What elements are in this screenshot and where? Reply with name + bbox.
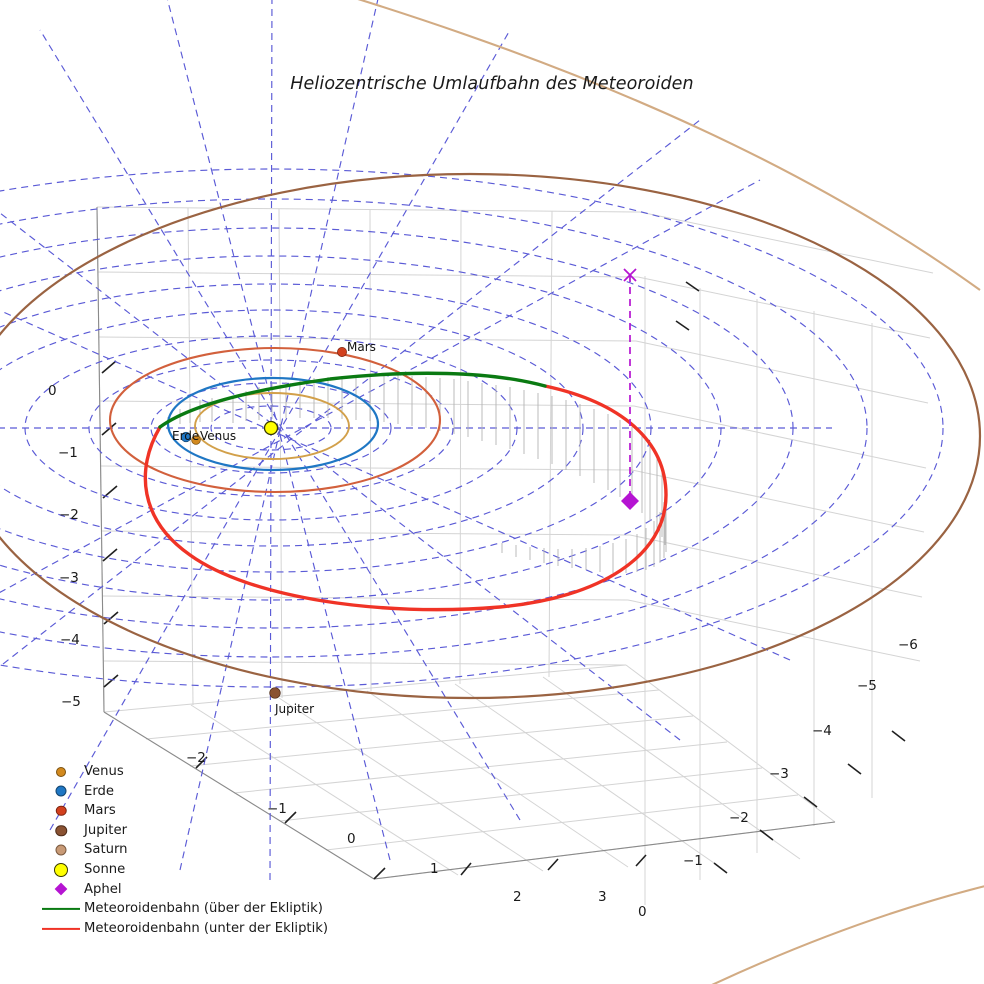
aphel-diamond-icon [38,880,84,900]
venus-dot-icon [38,762,84,782]
z-tick-label: −3 [59,570,79,586]
jupiter-marker [269,687,281,699]
x-tick-label: 2 [513,889,522,905]
legend-label: Jupiter [84,822,127,838]
legend-item-jupiter[interactable]: Jupiter [38,821,368,841]
earth-dot-icon [38,782,84,802]
legend-label: Venus [84,764,124,779]
ecliptic-polar-grid [0,0,944,881]
legend-item-saturn[interactable]: Saturn [38,840,368,860]
venus-orbit [194,392,350,460]
x-tick-label: −2 [186,750,206,766]
legend-item-orbit-below[interactable]: Meteoroidenbahn (unter der Ekliptik) [38,919,368,939]
sun-dot-icon [38,860,84,880]
axis-spines [96,206,836,880]
legend-item-aphel[interactable]: Aphel [38,880,368,900]
red-line-icon [38,919,84,939]
mars-orbit [108,346,442,494]
earth-marker [180,431,192,443]
y-tick-label: −6 [898,637,918,653]
legend-item-orbit-above[interactable]: Meteoroidenbahn (über der Ekliptik) [38,899,368,919]
axis-tick-marks [101,281,906,880]
legend-label: Meteoroidenbahn (unter der Ekliptik) [84,920,329,936]
venus-label: Venus [200,429,237,443]
orbit-stem-lines [159,375,667,573]
green-line-icon [38,899,84,919]
z-tick-label: 0 [48,383,57,399]
saturn-dot-icon [38,840,84,860]
earth-label: Erde [172,429,200,443]
legend-item-venus[interactable]: Venus [38,762,368,782]
earth-orbit [166,376,380,472]
legend-label: Saturn [84,842,128,858]
y-tick-label: −4 [812,723,832,739]
meteoroid-orbit-below [143,384,668,612]
z-tick-label: −5 [61,694,81,710]
venus-marker [191,435,201,445]
z-tick-label: −1 [58,445,78,461]
y-tick-label: −3 [769,766,789,782]
meteoroid-orbit-above [158,371,547,429]
x-tick-label: 0 [347,831,356,847]
z-tick-label: −2 [59,507,79,523]
legend-label: Sonne [84,861,126,877]
mars-marker [337,347,347,357]
x-tick-label: 1 [430,861,439,877]
x-tick-label: 3 [598,889,607,905]
mars-dot-icon [38,801,84,821]
jupiter-label: Jupiter [275,702,315,716]
y-tick-label: −5 [857,678,877,694]
jupiter-dot-icon [38,821,84,841]
legend-label: Mars [84,803,116,819]
mars-label: Mars [347,340,376,354]
legend-item-mars[interactable]: Mars [38,801,368,821]
legend-item-erde[interactable]: Erde [38,782,368,802]
aphel-projection-cross-icon [623,268,637,282]
x-tick-label: −1 [267,801,287,817]
y-tick-label: 0 [638,904,647,920]
legend-item-sonne[interactable]: Sonne [38,860,368,880]
legend: Venus Erde Mars Jupiter Saturn [38,762,368,938]
sun-marker [263,420,279,436]
legend-label: Meteoroidenbahn (über der Ekliptik) [84,901,323,917]
aphel-marker [621,492,639,510]
legend-label: Aphel [84,881,122,897]
y-tick-label: −2 [729,810,749,826]
page-title: Heliozentrische Umlaufbahn des Meteoroid… [290,74,694,94]
legend-label: Erde [84,783,115,799]
z-tick-label: −4 [60,632,80,648]
y-tick-label: −1 [683,853,703,869]
jupiter-orbit [0,172,981,700]
